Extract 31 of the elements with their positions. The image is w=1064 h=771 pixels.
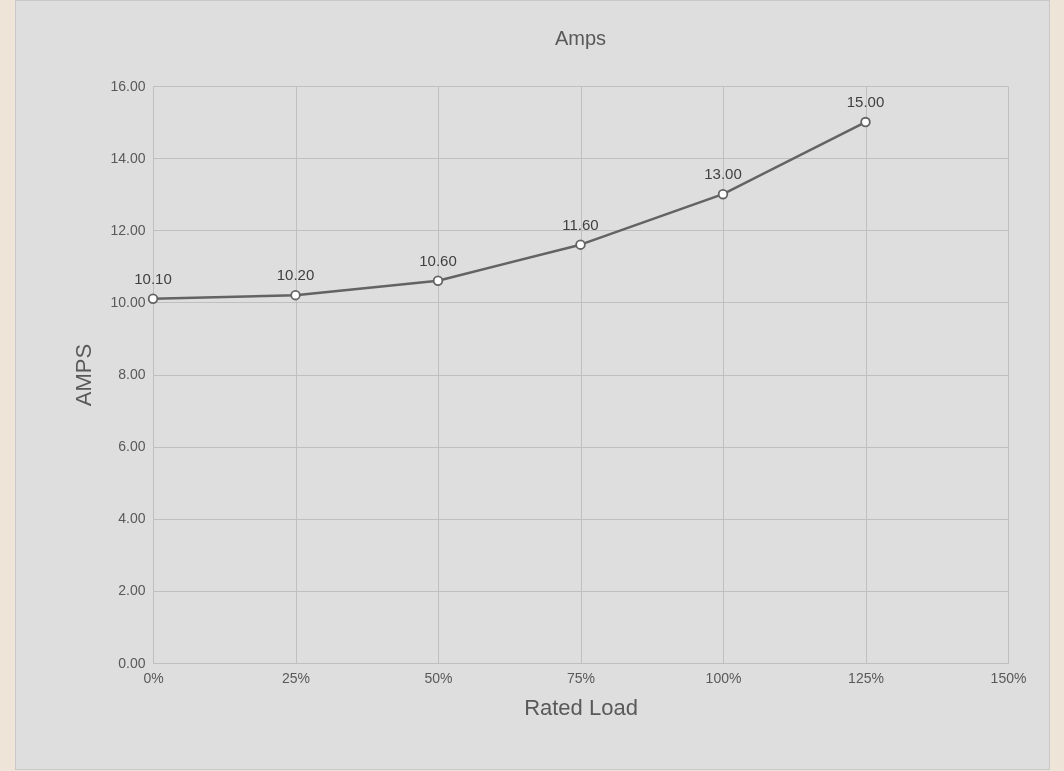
x-tick-label: 125%	[848, 669, 884, 686]
y-tick-label: 6.00	[118, 438, 146, 455]
y-tick-label: 12.00	[110, 221, 146, 238]
x-axis-title: Rated Load	[524, 694, 638, 720]
data-label: 10.20	[276, 266, 315, 284]
data-label: 11.60	[562, 215, 599, 233]
data-label: 15.00	[846, 93, 885, 111]
y-tick-label: 14.00	[110, 149, 146, 166]
x-tick-label: 0%	[143, 669, 164, 686]
point	[290, 289, 301, 301]
y-axis-title: AMPS	[71, 343, 97, 407]
point	[147, 293, 159, 304]
x-tick-label: 100%	[705, 669, 742, 686]
point	[575, 239, 586, 250]
point	[717, 188, 729, 200]
x-tick-label: 50%	[424, 669, 453, 686]
y-tick-label: 10.00	[110, 293, 146, 310]
y-tick-label: 8.00	[118, 366, 146, 382]
x-tick-label: 25%	[281, 669, 311, 686]
point	[860, 116, 871, 128]
data-label: 10.60	[419, 251, 457, 269]
y-tick-label: 16.00	[110, 77, 146, 94]
data-label: 13.00	[704, 165, 742, 183]
chart-title: Amps	[554, 27, 607, 49]
x-tick-label: 150%	[990, 669, 1027, 686]
point	[432, 275, 444, 286]
y-tick-label: 4.00	[118, 510, 146, 527]
y-tick-label: 2.00	[118, 582, 146, 599]
y-tick-label: 0.00	[118, 654, 146, 671]
data-label: 10.10	[134, 269, 172, 287]
x-tick-label: 75%	[566, 669, 596, 686]
